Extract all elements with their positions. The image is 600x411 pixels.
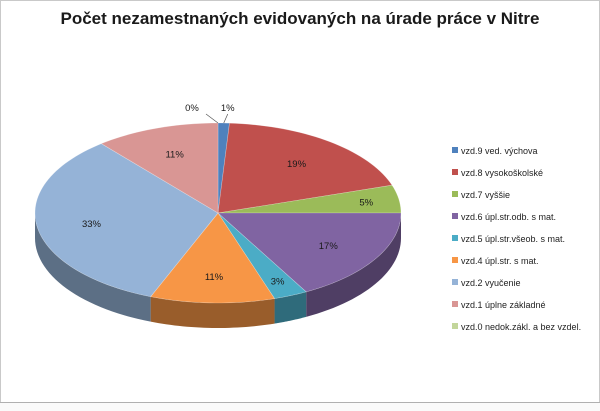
leader-line-8 bbox=[205, 113, 219, 124]
legend-swatch bbox=[452, 213, 458, 219]
legend-item: vzd.4 úpl.str. s mat. bbox=[452, 256, 598, 278]
pie-slice-2[interactable] bbox=[217, 184, 402, 214]
legend-item: vzd.5 úpl.str.všeob. s mat. bbox=[452, 234, 598, 256]
legend-item: vzd.8 vysokoškolské bbox=[452, 168, 598, 190]
legend-swatch bbox=[452, 301, 458, 307]
legend-swatch bbox=[452, 279, 458, 285]
chart-title: Počet nezamestnaných evidovaných na úrad… bbox=[60, 9, 540, 28]
legend-label: vzd.7 vyššie bbox=[461, 190, 511, 200]
data-label-3: 17% bbox=[319, 241, 339, 252]
legend-swatch bbox=[452, 169, 458, 175]
legend-item: vzd.2 vyučenie bbox=[452, 278, 598, 300]
legend-item: vzd.6 úpl.str.odb. s mat. bbox=[452, 212, 598, 234]
data-label-6: 33% bbox=[82, 219, 102, 230]
legend-swatch bbox=[452, 323, 458, 329]
data-label-8: 0% bbox=[185, 103, 199, 114]
pie-slice-3[interactable] bbox=[217, 212, 402, 293]
legend-label: vzd.4 úpl.str. s mat. bbox=[461, 256, 539, 266]
sheet-grid-edge bbox=[0, 402, 600, 411]
data-label-1: 19% bbox=[287, 159, 307, 170]
legend-label: vzd.9 ved. výchova bbox=[461, 146, 538, 156]
pie-side-5 bbox=[150, 296, 275, 328]
legend-item: vzd.1 úplne základné bbox=[452, 300, 598, 322]
legend: vzd.9 ved. výchova vzd.8 vysokoškolské vzd… bbox=[452, 146, 598, 344]
data-label-2: 5% bbox=[359, 197, 373, 208]
legend-item: vzd.7 vyššie bbox=[452, 190, 598, 212]
legend-label: vzd.8 vysokoškolské bbox=[461, 168, 544, 178]
pie-slice-5[interactable] bbox=[150, 212, 276, 304]
data-label-7: 11% bbox=[165, 150, 184, 161]
legend-item: vzd.0 nedok.zákl. a bez vzdel. bbox=[452, 322, 598, 344]
pie-slice-6[interactable] bbox=[34, 143, 219, 298]
pie-slice-4[interactable] bbox=[217, 212, 307, 299]
legend-item: vzd.9 ved. výchova bbox=[452, 146, 598, 168]
pie-side-4 bbox=[274, 291, 307, 324]
legend-label: vzd.1 úplne základné bbox=[461, 300, 546, 310]
legend-label: vzd.2 vyučenie bbox=[461, 278, 521, 288]
legend-label: vzd.6 úpl.str.odb. s mat. bbox=[461, 212, 557, 222]
data-label-4: 3% bbox=[271, 277, 285, 288]
legend-label: vzd.0 nedok.zákl. a bez vzdel. bbox=[461, 322, 582, 332]
legend-swatch bbox=[452, 147, 458, 153]
data-label-0: 1% bbox=[221, 103, 235, 114]
leader-line-0 bbox=[223, 113, 229, 124]
legend-swatch bbox=[452, 191, 458, 197]
legend-swatch bbox=[452, 235, 458, 241]
legend-swatch bbox=[452, 257, 458, 263]
pie-side-3 bbox=[306, 213, 401, 317]
legend-label: vzd.5 úpl.str.všeob. s mat. bbox=[461, 234, 566, 244]
pie-slice-7[interactable] bbox=[100, 122, 219, 214]
pie-slice-1[interactable] bbox=[217, 122, 393, 214]
pie-side-6 bbox=[35, 213, 151, 322]
data-label-5: 11% bbox=[205, 272, 224, 283]
